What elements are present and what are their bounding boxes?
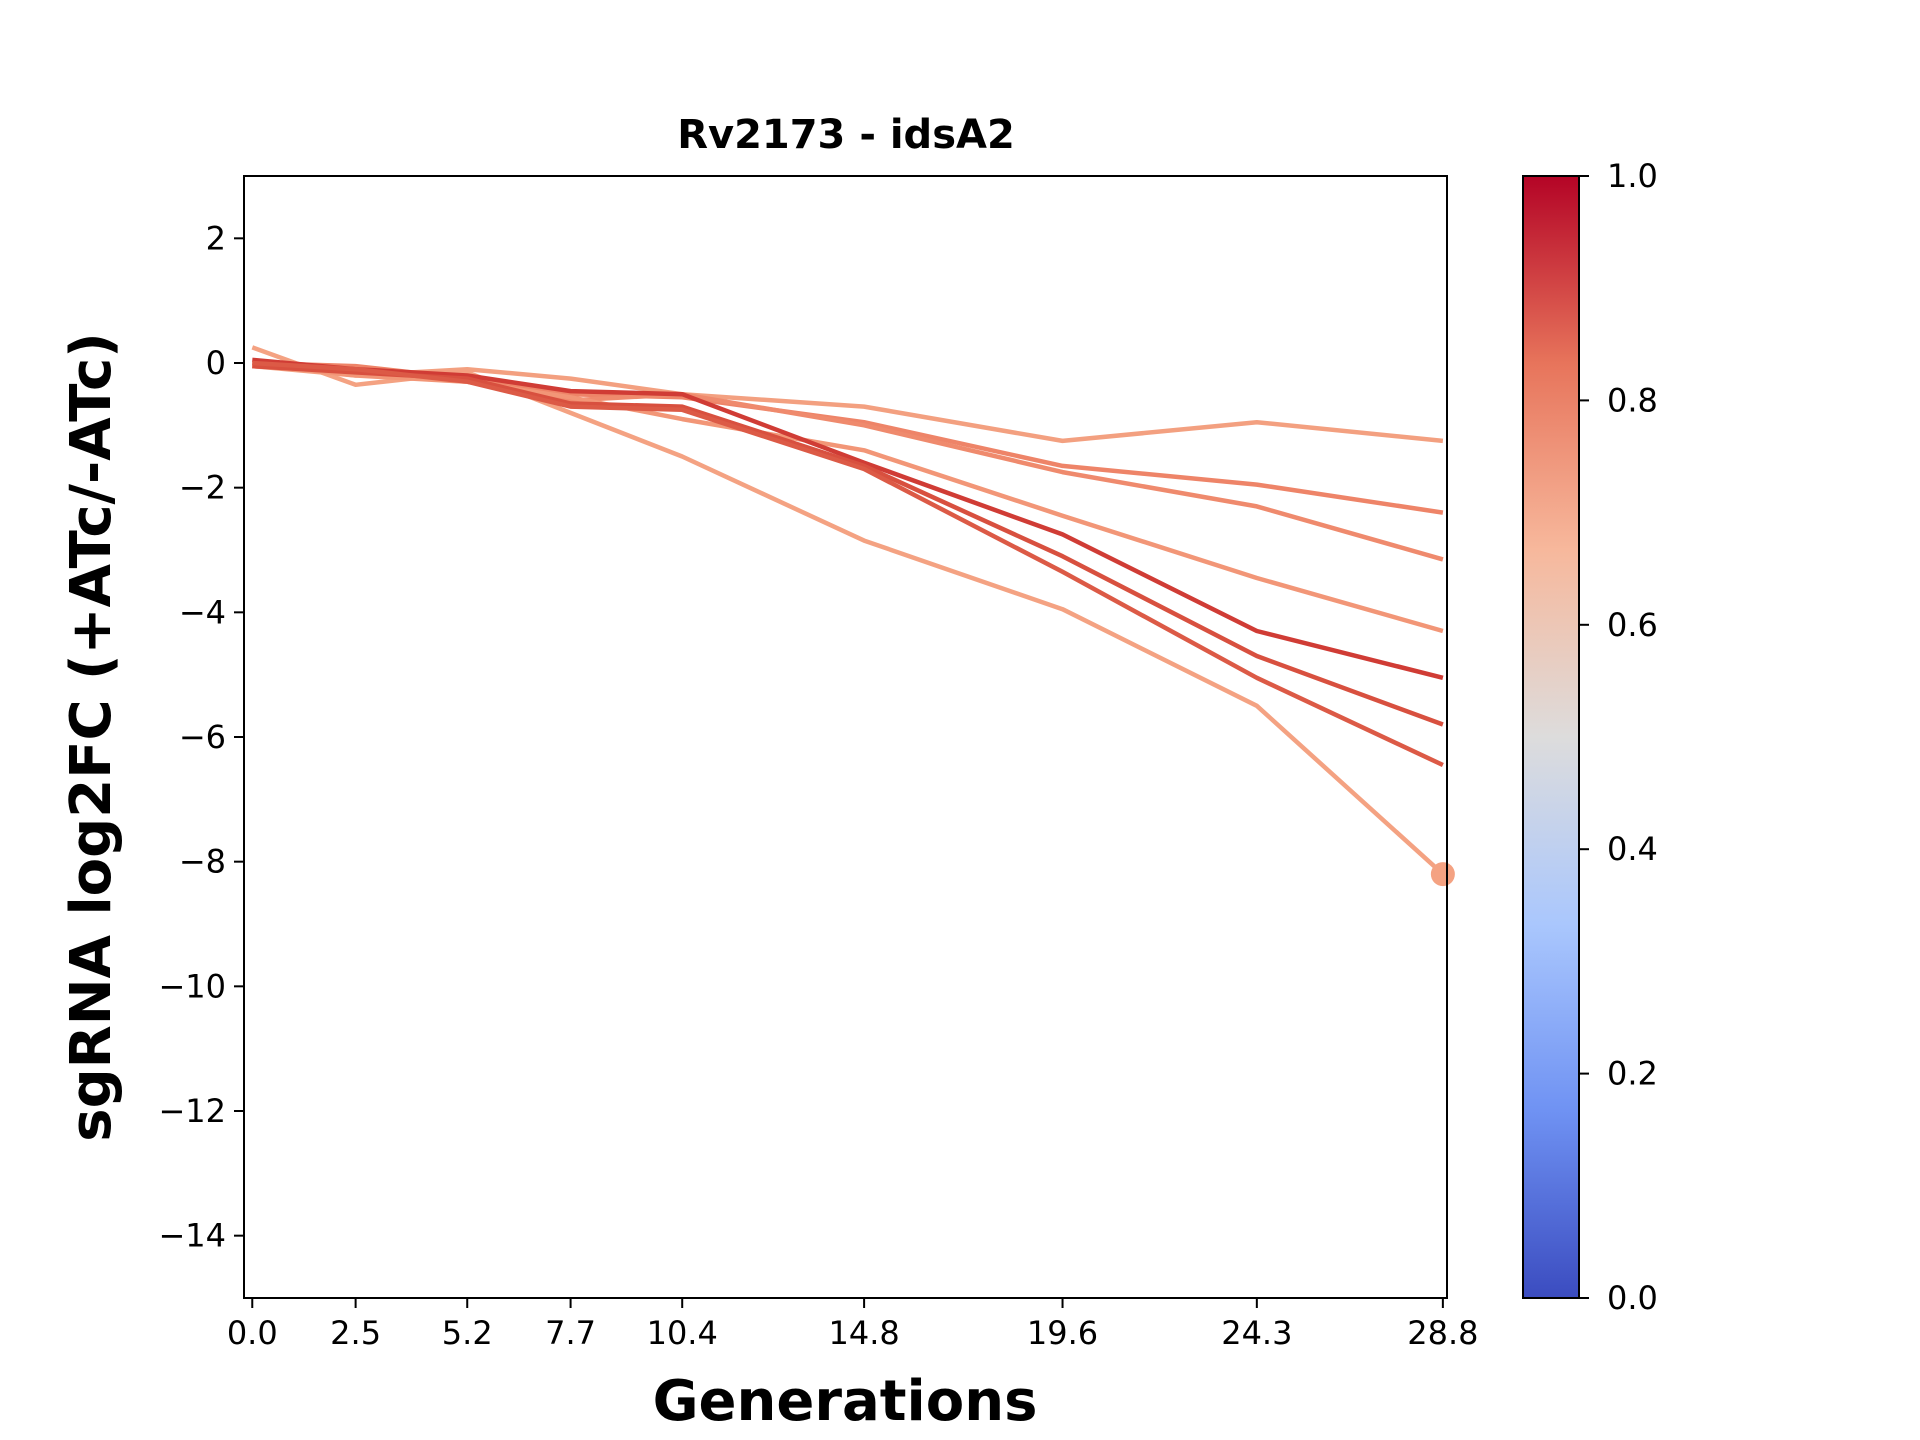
x-tick-label: 28.8	[1407, 1314, 1478, 1352]
y-axis-ticks: 2 0 −2 −4 −6 −8 −10 −12 −14	[158, 219, 244, 1255]
y-tick-label: −4	[179, 593, 226, 631]
plot-frame	[243, 175, 1448, 1299]
x-tick-label: 5.2	[442, 1314, 493, 1352]
colorbar-tick-label: 1.0	[1607, 157, 1658, 195]
colorbar-tick-label: 0.0	[1607, 1279, 1658, 1317]
x-axis-ticks: 0.0 2.5 5.2 7.7 10.4 14.8 19.6 24.3 28.8	[227, 1298, 1478, 1352]
y-tick-label: 2	[206, 219, 226, 257]
series-end-marker	[1430, 862, 1455, 887]
series-line-3	[252, 360, 1444, 515]
colorbar-tick-label: 0.2	[1607, 1055, 1658, 1093]
x-tick-label: 7.7	[545, 1314, 596, 1352]
series-line-5	[252, 360, 1444, 634]
series-line-8	[252, 360, 1444, 768]
y-tick-label: −10	[158, 967, 226, 1005]
colorbar-tick-label: 0.6	[1607, 606, 1658, 644]
series-line-1	[251, 345, 1445, 876]
y-tick-label: −2	[179, 469, 226, 507]
chart-title: Rv2173 - idsA2	[677, 112, 1015, 158]
colorbar-tick-label: 0.4	[1607, 830, 1658, 868]
y-tick-label: −6	[179, 718, 226, 756]
series-group	[251, 345, 1455, 887]
colorbar-ticks: 0.0 0.2 0.4 0.6 0.8 1.0	[1579, 157, 1658, 1317]
x-tick-label: 10.4	[647, 1314, 718, 1352]
y-tick-label: −12	[158, 1092, 226, 1130]
x-tick-label: 24.3	[1221, 1314, 1292, 1352]
x-tick-label: 2.5	[330, 1314, 381, 1352]
y-tick-label: −8	[179, 843, 226, 881]
x-tick-label: 0.0	[227, 1314, 278, 1352]
colorbar	[1522, 175, 1580, 1299]
x-tick-label: 19.6	[1027, 1314, 1098, 1352]
y-tick-label: 0	[206, 344, 226, 382]
y-tick-label: −14	[158, 1217, 226, 1255]
x-tick-label: 14.8	[828, 1314, 899, 1352]
y-axis-label: sgRNA log2FC (+ATc/-ATc)	[59, 332, 124, 1142]
x-axis-label: Generations	[653, 1369, 1038, 1434]
colorbar-tick-label: 0.8	[1607, 381, 1658, 419]
